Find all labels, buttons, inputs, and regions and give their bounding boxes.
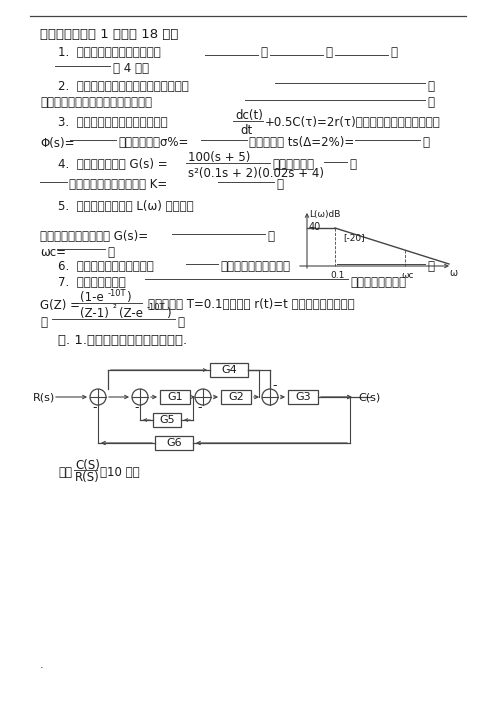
Text: -: - (272, 380, 276, 392)
Text: (Z-1): (Z-1) (80, 307, 109, 319)
Text: 。: 。 (177, 315, 184, 329)
Text: G1: G1 (167, 392, 183, 402)
Text: ，则该系统是: ，则该系统是 (272, 159, 314, 171)
FancyBboxPatch shape (221, 390, 251, 404)
Text: G3: G3 (295, 392, 311, 402)
Text: (1-e: (1-e (80, 291, 104, 305)
Text: 。: 。 (427, 260, 434, 274)
Text: ；: ； (267, 230, 274, 244)
Text: dt: dt (240, 124, 252, 136)
Text: ωc: ωc (401, 270, 414, 279)
Text: 4.  某单位反馈系统 G(s) =: 4. 某单位反馈系统 G(s) = (58, 159, 168, 171)
Text: -10T: -10T (147, 303, 166, 312)
Text: G5: G5 (159, 415, 175, 425)
Text: 为: 为 (40, 315, 47, 329)
Text: (Z-e: (Z-e (119, 307, 143, 319)
Text: -10T: -10T (108, 289, 126, 298)
Text: ²: ² (113, 304, 117, 314)
Text: C(s): C(s) (358, 392, 380, 402)
Text: ；调节时间 ts(Δ=2%)=: ；调节时间 ts(Δ=2%)= (249, 136, 354, 150)
Text: 、: 、 (390, 46, 397, 58)
Text: 。: 。 (427, 96, 434, 110)
Text: s²(0.1s + 2)(0.02s + 4): s²(0.1s + 2)(0.02s + 4) (188, 166, 324, 180)
FancyBboxPatch shape (288, 390, 318, 404)
Text: 离散控制系统稳定的充分必要条件是: 离散控制系统稳定的充分必要条件是 (40, 96, 152, 110)
Text: 一、填空（每空 1 分，共 18 分）: 一、填空（每空 1 分，共 18 分） (40, 29, 179, 41)
Text: -: - (197, 402, 201, 414)
Text: 共 4 种。: 共 4 种。 (113, 62, 149, 76)
Text: G4: G4 (221, 365, 237, 375)
Text: 0.1: 0.1 (330, 272, 344, 281)
Text: Φ(s)=: Φ(s)= (40, 136, 74, 150)
Text: ω: ω (449, 268, 457, 278)
FancyBboxPatch shape (153, 413, 181, 427)
Text: G2: G2 (228, 392, 244, 402)
Text: ；该系统超调σ%=: ；该系统超调σ%= (118, 136, 188, 150)
FancyBboxPatch shape (210, 363, 248, 377)
Text: R(S): R(S) (75, 470, 100, 484)
Text: 7.  采样器的作用是: 7. 采样器的作用是 (58, 275, 126, 289)
Text: 5.  已知自动控制系统 L(ω) 曲线为：: 5. 已知自动控制系统 L(ω) 曲线为： (58, 201, 193, 213)
Text: L(ω)dB: L(ω)dB (309, 211, 340, 220)
Text: G6: G6 (166, 438, 182, 448)
Text: 3.  某统控制系统的微分方程为：: 3. 某统控制系统的微分方程为： (58, 117, 168, 129)
Text: 。: 。 (107, 246, 114, 258)
Text: ): ) (126, 291, 130, 305)
Text: ωc=: ωc= (40, 246, 66, 258)
Text: [-20]: [-20] (343, 234, 365, 242)
Text: 、: 、 (260, 46, 267, 58)
Text: G(Z) =: G(Z) = (40, 298, 80, 312)
Text: -: - (134, 402, 138, 414)
Text: dc(t): dc(t) (235, 110, 263, 123)
Text: 求：: 求： (58, 465, 72, 479)
Text: 2.  连续控制系统稳定的充分必要条件是: 2. 连续控制系统稳定的充分必要条件是 (58, 79, 189, 93)
Text: -: - (92, 402, 97, 414)
Text: R(s): R(s) (33, 392, 55, 402)
Text: 。: 。 (422, 136, 429, 150)
Text: 阶: 阶 (349, 159, 356, 171)
Text: 二. 1.求图示控制系统的传递函数.: 二. 1.求图示控制系统的传递函数. (58, 333, 187, 347)
Text: 。: 。 (276, 178, 283, 192)
Text: （单位反馈 T=0.1）当输入 r(t)=t 时，该系统稳态误差: （单位反馈 T=0.1）当输入 r(t)=t 时，该系统稳态误差 (148, 298, 355, 312)
Text: +0.5C(τ)=2r(τ)。则该系统的闭环传递函数: +0.5C(τ)=2r(τ)。则该系统的闭环传递函数 (265, 117, 441, 129)
Text: （10 分）: （10 分） (100, 465, 140, 479)
Text: 1.  自动控制系统的数学模型有: 1. 自动控制系统的数学模型有 (58, 46, 161, 58)
Text: 6.  相位滞后校正装置又称为: 6. 相位滞后校正装置又称为 (58, 260, 154, 274)
Text: C(S): C(S) (75, 458, 100, 472)
Text: 型系统；其开环放大系数 K=: 型系统；其开环放大系数 K= (69, 178, 167, 192)
Text: 100(s + 5): 100(s + 5) (188, 150, 250, 164)
Text: 调节器，其校正作用是: 调节器，其校正作用是 (220, 260, 290, 274)
Text: .: . (40, 660, 44, 670)
Text: ，某离散控制系统: ，某离散控制系统 (350, 275, 406, 289)
Text: ): ) (166, 307, 171, 319)
Text: 、: 、 (325, 46, 332, 58)
FancyBboxPatch shape (160, 390, 190, 404)
Text: 则该系统开环传递函数 G(s)=: 则该系统开环传递函数 G(s)= (40, 230, 148, 244)
Text: 40: 40 (309, 222, 321, 232)
Text: 。: 。 (427, 79, 434, 93)
FancyBboxPatch shape (155, 436, 193, 450)
